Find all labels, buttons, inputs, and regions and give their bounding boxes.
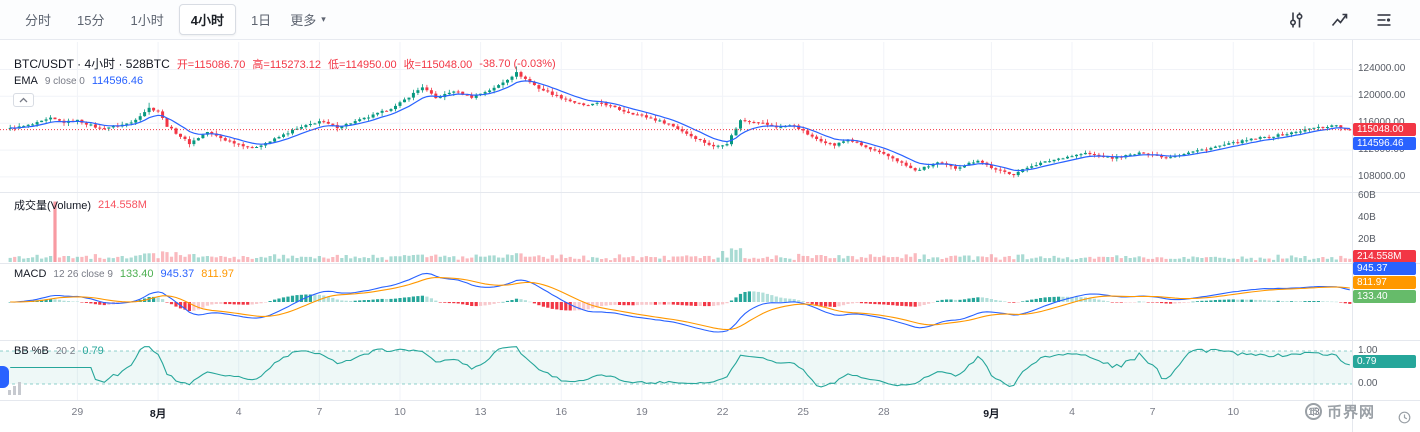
axis-tick: 120000.00 [1358, 90, 1406, 102]
bb-params: 20 2 [55, 345, 76, 357]
interval-button[interactable]: 15分 [77, 13, 105, 28]
collapse-indicators-button[interactable] [13, 93, 34, 107]
tune-icon[interactable] [1286, 10, 1306, 30]
ema-price-badge: 114596.46 [1353, 137, 1416, 150]
ohlc-change: -38.70 (-0.03%) [479, 57, 556, 70]
ohlc-low: 低=114950.00 [328, 58, 397, 71]
session-clock-icon[interactable] [1398, 411, 1411, 424]
bb-name: BB %B [14, 345, 49, 357]
axis-tick: 40B [1358, 212, 1376, 223]
macd-line-value: 945.37 [160, 268, 195, 280]
macd-params: 12 26 close 9 [53, 268, 113, 280]
axis-tick: 124000.00 [1358, 63, 1406, 75]
ema-value: 114596.46 [91, 75, 144, 87]
tradingview-logo [8, 382, 21, 395]
symbol-title: BTC/USDT · 4小时 · 528BTC [14, 57, 170, 71]
axis-tick: 20B [1358, 234, 1376, 245]
macd-hist-badge: 133.40 [1353, 290, 1416, 303]
ohlc-open: 开=115086.70 [176, 58, 246, 71]
ohlc-close: 收=115048.00 [403, 58, 473, 71]
volume-badge: 214.558M [1353, 250, 1416, 263]
drawing-panel-tab[interactable] [0, 366, 9, 388]
macd-hist-value: 133.40 [119, 268, 154, 280]
interval-button[interactable]: 4小时 [178, 4, 236, 35]
chevron-down-icon: ▾ [321, 14, 326, 24]
bb-value: 0.79 [82, 345, 104, 357]
bb-legend[interactable]: BB %B 20 2 0.79 [14, 345, 104, 357]
interval-buttons: 分时 15分 1小时 4小时 1日 [14, 4, 282, 35]
axis-tick: 60B [1358, 190, 1376, 201]
volume-name: 成交量(Volume) [14, 200, 92, 212]
symbol-legend[interactable]: BTC/USDT · 4小时 · 528BTC 开=115086.70 高=11… [14, 55, 556, 72]
more-intervals-button[interactable]: 更多 ▾ [290, 10, 326, 29]
axis-tick: 0.00 [1358, 378, 1378, 389]
site-watermark: 币 币界网 [1305, 401, 1375, 422]
interval-toolbar: 分时 15分 1小时 4小时 1日 更多 ▾ [0, 0, 1420, 40]
ema-legend[interactable]: EMA 9 close 0 114596.46 [14, 75, 143, 87]
macd-line-badge: 945.37 [1353, 262, 1416, 275]
site-watermark-text: 币界网 [1327, 404, 1376, 421]
bb-badge: 0.79 [1353, 355, 1416, 368]
volume-legend[interactable]: 成交量(Volume) 214.558M [14, 197, 147, 213]
axis-tick: 1.00 [1358, 345, 1378, 356]
axis-tick: 116000.00 [1358, 117, 1405, 128]
macd-signal-value: 811.97 [201, 268, 235, 280]
trend-indicator-icon[interactable] [1330, 10, 1350, 30]
ema-name: EMA [14, 75, 38, 87]
macd-name: MACD [14, 268, 47, 280]
ema-params: 9 close 0 [44, 75, 85, 87]
site-logo-icon: 币 [1305, 403, 1322, 420]
interval-button[interactable]: 分时 [25, 13, 52, 28]
indicator-list-icon[interactable] [1374, 10, 1394, 30]
interval-button[interactable]: 1日 [250, 13, 272, 28]
last-price-badge: 115048.00 [1353, 123, 1416, 136]
volume-value: 214.558M [98, 199, 147, 211]
ohlc-high: 高=115273.12 [252, 58, 322, 71]
more-label: 更多 [290, 13, 317, 28]
macd-legend[interactable]: MACD 12 26 close 9 133.40 945.37 811.97 [14, 268, 234, 280]
toolbar-icons [1286, 10, 1406, 30]
macd-signal-badge: 811.97 [1353, 276, 1416, 289]
chevron-up-icon [19, 97, 28, 103]
axis-tick: 108000.00 [1358, 170, 1406, 182]
interval-button[interactable]: 1小时 [130, 13, 164, 28]
